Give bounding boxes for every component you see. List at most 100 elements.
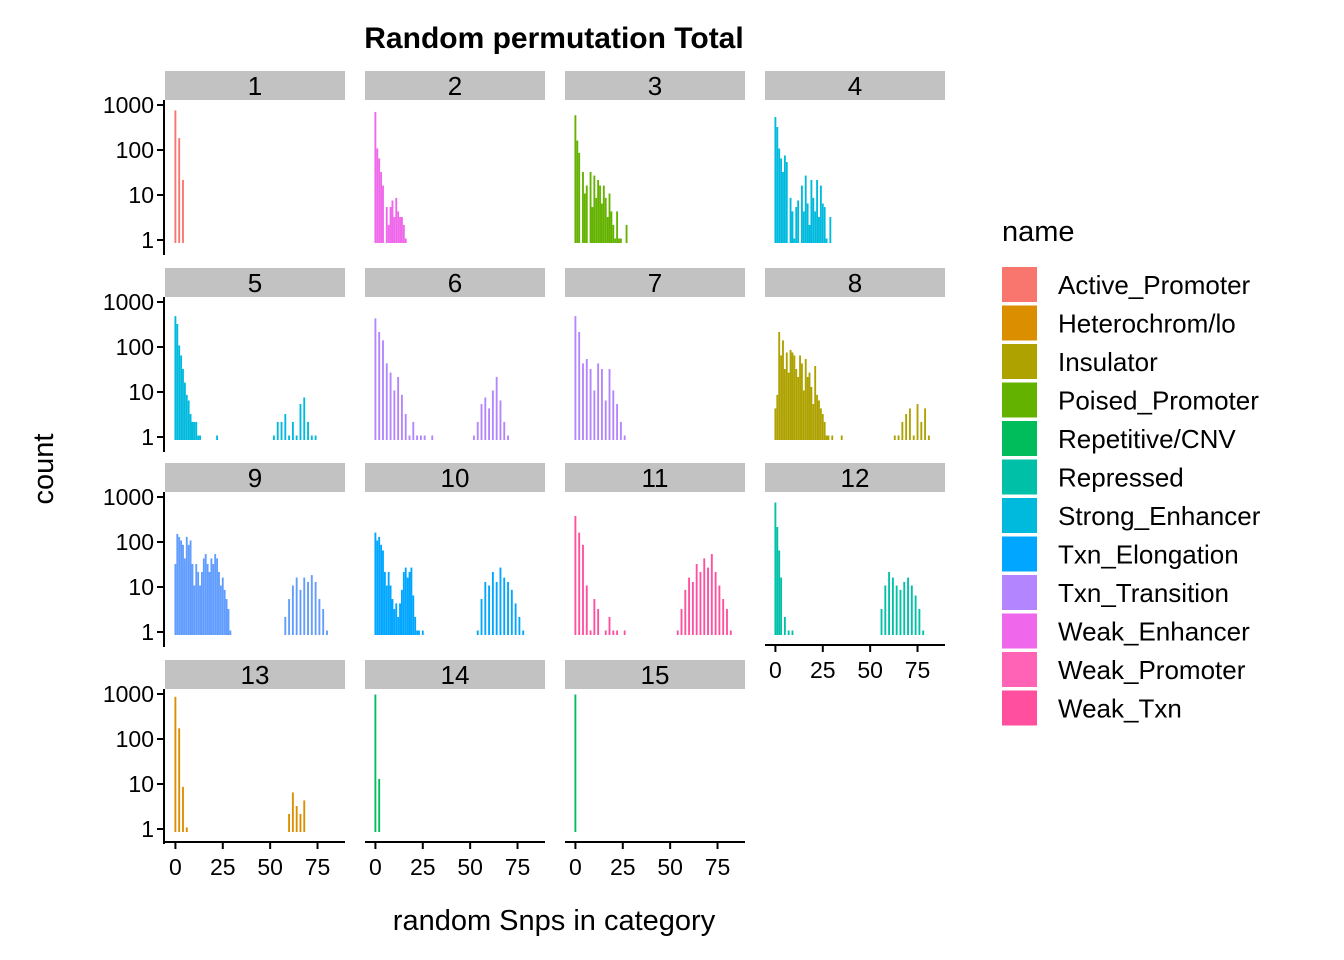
histogram-bar — [619, 238, 622, 243]
facet-strip-label: 2 — [448, 71, 462, 101]
histogram-bar — [804, 175, 807, 243]
legend-swatch — [1002, 305, 1037, 341]
chart-title: Random permutation Total — [364, 22, 743, 55]
legend-swatch — [1002, 382, 1037, 418]
histogram-bar — [288, 599, 291, 635]
y-tick-label: 100 — [116, 529, 154, 555]
histogram-bar — [303, 397, 306, 440]
histogram-bar — [825, 435, 828, 440]
facet-strip — [565, 660, 745, 689]
facet-strip — [765, 71, 945, 100]
histogram-bar — [808, 372, 811, 440]
y-tick-label: 1000 — [103, 289, 154, 315]
x-tick-label: 75 — [505, 854, 531, 880]
facet-strip — [165, 463, 345, 492]
facet-panel-4: 4 — [765, 71, 945, 243]
y-tick-label: 10 — [128, 182, 154, 208]
histogram-bar — [710, 554, 713, 635]
legend-label: Weak_Txn — [1058, 694, 1182, 724]
histogram-bar — [582, 363, 584, 440]
histogram-bar — [840, 435, 843, 440]
histogram-bar — [404, 238, 407, 243]
legend-label: Active_Promoter — [1058, 270, 1251, 300]
legend-label: Poised_Promoter — [1058, 386, 1259, 416]
legend-title: name — [1002, 216, 1075, 248]
histogram-bar — [374, 532, 377, 635]
histogram-bar — [499, 567, 502, 635]
histogram-bar — [206, 564, 209, 635]
histogram-bar — [195, 564, 198, 635]
histogram-bar — [782, 340, 784, 440]
histogram-bar — [729, 630, 732, 635]
y-tick-label: 1 — [141, 816, 154, 842]
legend-label: Weak_Enhancer — [1058, 617, 1250, 647]
histogram-bar — [574, 694, 577, 832]
histogram-bar — [376, 540, 379, 635]
histogram-bar — [618, 238, 620, 243]
histogram-bar — [905, 414, 908, 440]
histogram-bar — [816, 394, 819, 440]
facet-strip — [165, 660, 345, 689]
x-tick-label: 50 — [857, 657, 883, 683]
histogram-bar — [210, 558, 213, 635]
histogram-bar — [295, 577, 298, 635]
histogram-bar — [185, 827, 188, 832]
histogram-bar — [818, 217, 820, 243]
histogram-bar — [404, 567, 407, 635]
histogram-bar — [389, 372, 392, 440]
y-axis-title: count — [28, 434, 60, 505]
histogram-bar — [401, 394, 403, 440]
legend: name Active_Promoter Heterochrom/lo Insula… — [1002, 216, 1261, 726]
x-tick-label: 0 — [769, 657, 782, 683]
histogram-bar — [218, 571, 220, 635]
histogram-bar — [303, 577, 306, 635]
facet-strip-label: 11 — [642, 463, 669, 493]
histogram-bar — [191, 564, 194, 635]
legend-label: Heterochrom/lo — [1058, 309, 1236, 339]
histogram-bar — [812, 404, 815, 440]
histogram-bar — [920, 421, 923, 440]
histogram-bar — [488, 585, 491, 635]
histogram-bar — [376, 148, 379, 243]
legend-item: Repetitive/CNV — [1002, 421, 1236, 456]
histogram-bar — [178, 345, 181, 440]
histogram-bar — [374, 318, 377, 440]
histogram-bar — [912, 435, 915, 440]
histogram-bar — [597, 179, 600, 243]
histogram-bar — [578, 532, 581, 635]
histogram-bar — [612, 224, 615, 243]
histogram-bar — [593, 599, 596, 635]
histogram-bar — [495, 376, 498, 440]
facet-strip — [165, 268, 345, 297]
histogram-bar — [880, 609, 883, 635]
histogram-bar — [314, 435, 317, 440]
histogram-bar — [307, 421, 309, 440]
legend-item: Weak_Txn — [1002, 690, 1182, 726]
histogram-bar — [197, 435, 200, 440]
histogram-bar — [814, 366, 817, 440]
legend-label: Repressed — [1058, 463, 1184, 493]
histogram-bar — [295, 435, 298, 440]
histogram-bar — [780, 355, 783, 440]
histogram-bar — [801, 185, 803, 243]
histogram-bar — [176, 533, 179, 635]
histogram-bar — [182, 179, 184, 243]
histogram-bar — [585, 359, 588, 440]
legend-item: Weak_Promoter — [1002, 652, 1246, 687]
histogram-bar — [810, 179, 813, 243]
histogram-bar — [593, 390, 596, 440]
y-tick-label: 100 — [116, 726, 154, 752]
histogram-bar — [387, 224, 390, 243]
histogram-bar — [785, 352, 788, 440]
histogram-bar — [899, 589, 902, 635]
histogram-bar — [891, 577, 894, 635]
histogram-bar — [884, 585, 887, 635]
histogram-bar — [604, 400, 607, 440]
histogram-bar — [625, 224, 628, 243]
x-tick-label: 25 — [210, 854, 236, 880]
histogram-bar — [608, 369, 611, 440]
legend-label: Strong_Enhancer — [1058, 501, 1261, 531]
histogram-bar — [473, 435, 475, 440]
histogram-bar — [676, 630, 679, 635]
